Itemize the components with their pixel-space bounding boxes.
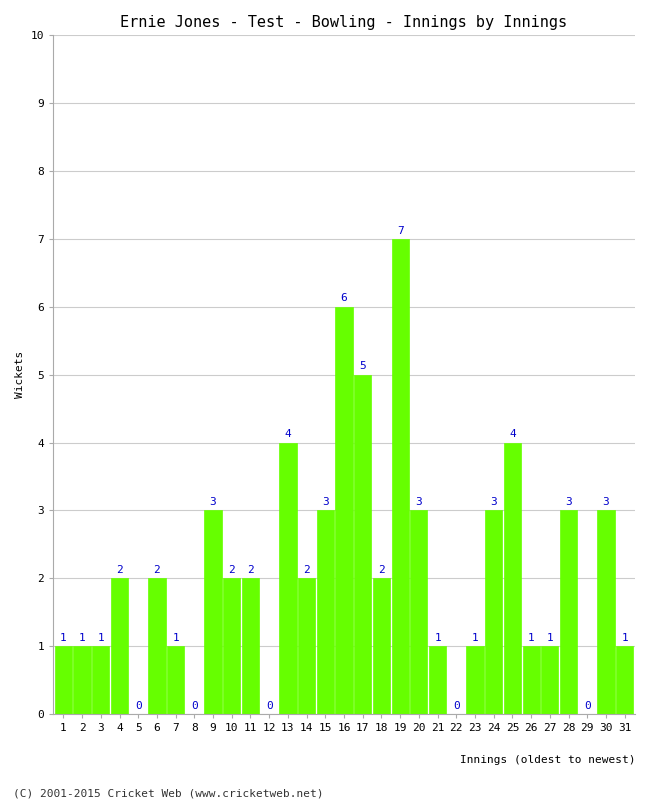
Bar (485, 510, 502, 714)
Bar (354, 374, 371, 714)
Bar (616, 646, 633, 714)
Text: 2: 2 (304, 565, 310, 575)
Bar (373, 578, 390, 714)
Text: 3: 3 (566, 497, 572, 507)
Bar (73, 646, 91, 714)
Text: 5: 5 (359, 362, 366, 371)
Title: Ernie Jones - Test - Bowling - Innings by Innings: Ernie Jones - Test - Bowling - Innings b… (120, 15, 567, 30)
Text: 1: 1 (621, 633, 628, 642)
Y-axis label: Wickets: Wickets (15, 351, 25, 398)
Bar (55, 646, 72, 714)
Text: 1: 1 (60, 633, 67, 642)
Bar (523, 646, 540, 714)
Text: 1: 1 (547, 633, 553, 642)
Bar (560, 510, 577, 714)
Text: 3: 3 (322, 497, 329, 507)
Text: 6: 6 (341, 294, 347, 303)
Bar (335, 307, 353, 714)
Bar (541, 646, 558, 714)
Bar (242, 578, 259, 714)
Text: 3: 3 (490, 497, 497, 507)
Text: 1: 1 (98, 633, 104, 642)
Bar (167, 646, 184, 714)
Text: 1: 1 (434, 633, 441, 642)
Text: 3: 3 (210, 497, 216, 507)
Bar (205, 510, 222, 714)
Text: 4: 4 (509, 429, 516, 439)
Text: 3: 3 (415, 497, 423, 507)
Text: 0: 0 (266, 701, 272, 710)
Text: 1: 1 (79, 633, 85, 642)
Text: 1: 1 (528, 633, 534, 642)
Bar (223, 578, 240, 714)
Bar (111, 578, 128, 714)
Bar (429, 646, 446, 714)
Bar (410, 510, 428, 714)
Bar (504, 442, 521, 714)
Text: 2: 2 (116, 565, 123, 575)
Text: 0: 0 (453, 701, 460, 710)
Bar (298, 578, 315, 714)
Text: 2: 2 (378, 565, 385, 575)
Bar (92, 646, 109, 714)
Bar (597, 510, 615, 714)
Text: 0: 0 (584, 701, 591, 710)
Text: 1: 1 (472, 633, 478, 642)
Bar (148, 578, 166, 714)
Bar (317, 510, 334, 714)
Text: 7: 7 (396, 226, 404, 235)
Bar (280, 442, 296, 714)
Text: 1: 1 (172, 633, 179, 642)
Text: (C) 2001-2015 Cricket Web (www.cricketweb.net): (C) 2001-2015 Cricket Web (www.cricketwe… (13, 788, 324, 798)
X-axis label: Innings (oldest to newest): Innings (oldest to newest) (460, 754, 635, 765)
Text: 2: 2 (228, 565, 235, 575)
Text: 0: 0 (191, 701, 198, 710)
Bar (467, 646, 484, 714)
Bar (391, 239, 409, 714)
Text: 3: 3 (603, 497, 609, 507)
Text: 2: 2 (247, 565, 254, 575)
Text: 0: 0 (135, 701, 142, 710)
Text: 4: 4 (285, 429, 291, 439)
Text: 2: 2 (153, 565, 161, 575)
